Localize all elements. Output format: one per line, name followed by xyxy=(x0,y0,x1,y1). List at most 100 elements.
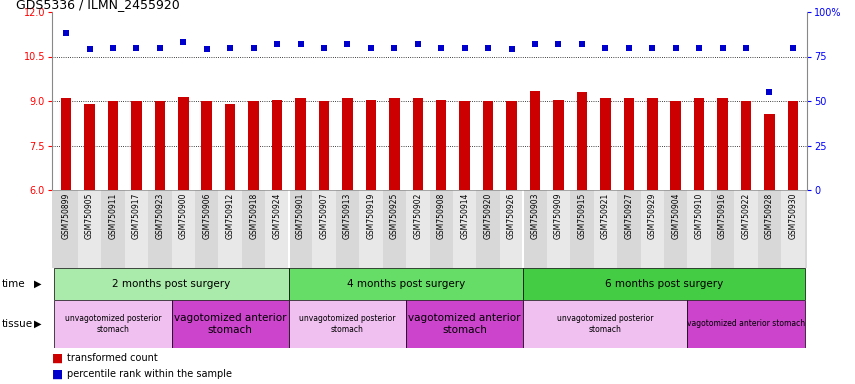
Point xyxy=(504,46,518,53)
Bar xyxy=(412,98,423,190)
Bar xyxy=(172,300,289,348)
Point xyxy=(457,45,471,51)
Text: ■: ■ xyxy=(52,367,63,381)
Bar xyxy=(476,190,500,268)
Bar xyxy=(711,190,734,268)
Bar xyxy=(617,190,640,268)
Bar xyxy=(553,99,563,190)
Point xyxy=(247,45,261,51)
Text: unvagotomized posterior
stomach: unvagotomized posterior stomach xyxy=(557,314,653,334)
Bar xyxy=(148,190,172,268)
Bar xyxy=(202,101,212,190)
Bar xyxy=(593,190,617,268)
Text: ■: ■ xyxy=(52,352,63,364)
Text: 6 months post surgery: 6 months post surgery xyxy=(604,279,723,289)
Bar xyxy=(382,190,406,268)
Text: ▶: ▶ xyxy=(34,279,42,289)
Text: GSM750918: GSM750918 xyxy=(249,192,258,238)
Point xyxy=(693,45,706,51)
Text: vagotomized anterior stomach: vagotomized anterior stomach xyxy=(687,319,805,328)
Text: vagotomized anterior
stomach: vagotomized anterior stomach xyxy=(174,313,286,335)
Point xyxy=(481,45,495,51)
Bar xyxy=(764,114,775,190)
Bar xyxy=(570,190,593,268)
Text: tissue: tissue xyxy=(2,319,32,329)
Text: percentile rank within the sample: percentile rank within the sample xyxy=(68,369,233,379)
Point xyxy=(551,41,565,47)
Bar xyxy=(225,104,235,190)
Text: unvagotomized posterior
stomach: unvagotomized posterior stomach xyxy=(299,314,396,334)
Bar xyxy=(55,268,289,300)
Bar xyxy=(523,300,687,348)
Bar xyxy=(219,190,242,268)
Bar xyxy=(734,190,758,268)
Bar xyxy=(295,98,306,190)
Bar xyxy=(500,190,523,268)
Text: GSM750903: GSM750903 xyxy=(530,192,540,239)
Bar xyxy=(600,98,610,190)
Point xyxy=(434,45,448,51)
Point xyxy=(83,46,97,53)
Bar xyxy=(459,101,470,190)
Point xyxy=(716,45,729,51)
Bar xyxy=(717,98,728,190)
Bar xyxy=(289,300,406,348)
Bar xyxy=(546,190,570,268)
Bar xyxy=(406,190,429,268)
Text: GSM750906: GSM750906 xyxy=(203,192,211,239)
Bar xyxy=(522,190,524,268)
Bar xyxy=(131,101,142,190)
Text: GSM750921: GSM750921 xyxy=(601,192,610,238)
Bar xyxy=(576,92,587,190)
Point xyxy=(786,45,799,51)
Point xyxy=(411,41,425,47)
Text: GSM750930: GSM750930 xyxy=(788,192,798,239)
Bar xyxy=(453,190,476,268)
Bar xyxy=(647,98,657,190)
Text: transformed count: transformed count xyxy=(68,353,158,363)
Bar xyxy=(248,101,259,190)
Text: GSM750901: GSM750901 xyxy=(296,192,305,239)
Bar xyxy=(640,190,664,268)
Text: 4 months post surgery: 4 months post surgery xyxy=(347,279,465,289)
Point xyxy=(317,45,331,51)
Bar xyxy=(781,190,805,268)
Text: ▶: ▶ xyxy=(34,319,42,329)
Point xyxy=(200,46,214,53)
Text: GSM750923: GSM750923 xyxy=(156,192,164,239)
Point xyxy=(223,45,237,51)
Text: 2 months post surgery: 2 months post surgery xyxy=(113,279,231,289)
Bar xyxy=(687,300,805,348)
Bar xyxy=(483,101,493,190)
Bar xyxy=(289,190,312,268)
Bar xyxy=(55,190,78,268)
Point xyxy=(294,41,308,47)
Text: GSM750902: GSM750902 xyxy=(413,192,422,239)
Bar xyxy=(195,190,219,268)
Point xyxy=(622,45,635,51)
Bar xyxy=(359,190,382,268)
Text: GSM750927: GSM750927 xyxy=(624,192,634,239)
Text: GSM750919: GSM750919 xyxy=(367,192,375,239)
Bar xyxy=(101,190,125,268)
Text: vagotomized anterior
stomach: vagotomized anterior stomach xyxy=(409,313,521,335)
Bar xyxy=(366,99,376,190)
Point xyxy=(646,45,659,51)
Text: GSM750922: GSM750922 xyxy=(741,192,751,238)
Bar xyxy=(242,190,265,268)
Point xyxy=(270,41,284,47)
Bar xyxy=(155,101,165,190)
Point xyxy=(176,39,190,45)
Bar xyxy=(55,300,172,348)
Bar xyxy=(178,96,189,190)
Bar xyxy=(530,91,540,190)
Bar xyxy=(687,190,711,268)
Text: GSM750912: GSM750912 xyxy=(226,192,235,238)
Bar xyxy=(670,101,681,190)
Text: GSM750920: GSM750920 xyxy=(484,192,492,239)
Text: GSM750908: GSM750908 xyxy=(437,192,445,239)
Text: GSM750925: GSM750925 xyxy=(390,192,398,239)
Text: GDS5336 / ILMN_2455920: GDS5336 / ILMN_2455920 xyxy=(15,0,180,11)
Bar xyxy=(287,190,290,268)
Bar xyxy=(172,190,195,268)
